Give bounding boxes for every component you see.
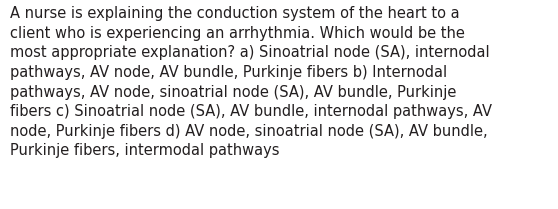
Text: A nurse is explaining the conduction system of the heart to a
client who is expe: A nurse is explaining the conduction sys… [10, 6, 492, 158]
